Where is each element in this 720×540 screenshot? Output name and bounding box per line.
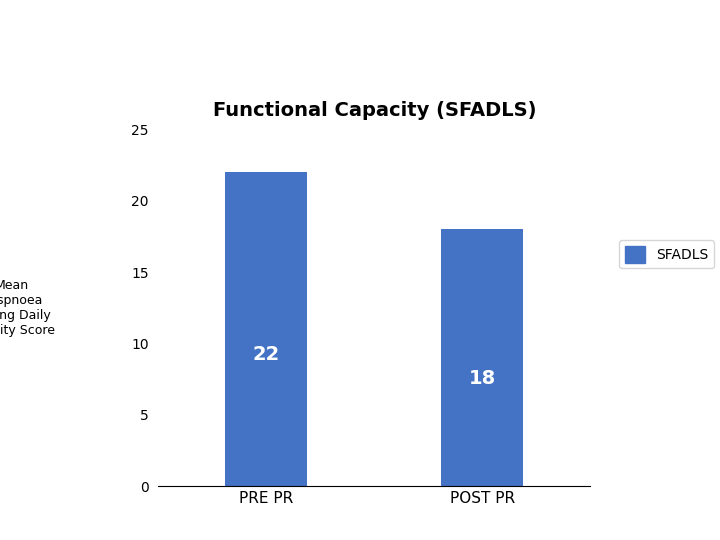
Polygon shape xyxy=(601,0,713,105)
Title: Functional Capacity (SFADLS): Functional Capacity (SFADLS) xyxy=(212,101,536,120)
Y-axis label: Mean
Dyspnoea
During Daily
Activity Score: Mean Dyspnoea During Daily Activity Scor… xyxy=(0,279,55,337)
Text: 22: 22 xyxy=(253,345,280,364)
Text: 20.0% improvement in managing breathlessness during daily tasks: 20.0% improvement in managing breathless… xyxy=(22,69,653,87)
Text: 18: 18 xyxy=(469,369,496,388)
Bar xyxy=(441,230,523,486)
Legend: SFADLS: SFADLS xyxy=(619,240,714,268)
Bar xyxy=(225,172,307,486)
Ellipse shape xyxy=(601,0,712,17)
Text: How do We Know BREATHE Works?: How do We Know BREATHE Works? xyxy=(22,16,593,44)
